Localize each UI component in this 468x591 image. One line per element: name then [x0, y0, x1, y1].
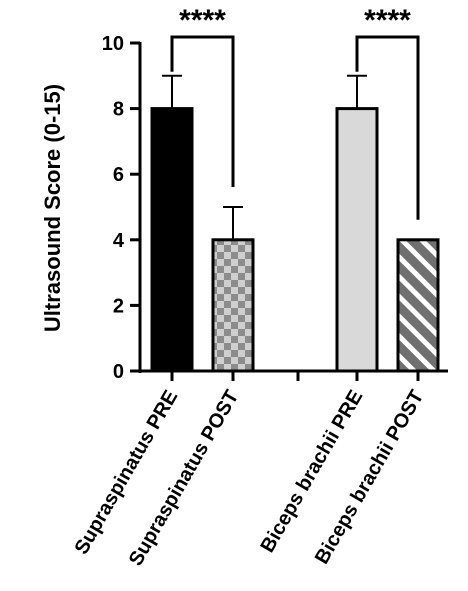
y-tick-label: 6: [113, 164, 124, 186]
y-tick-label: 0: [113, 361, 124, 383]
significance-bracket: [355, 35, 420, 220]
category-label: Supraspinatus PRE: [70, 387, 182, 559]
bar: [396, 238, 440, 373]
significance-label: ****: [364, 4, 411, 37]
y-tick-label: 2: [113, 295, 124, 317]
significance-label: ****: [179, 4, 226, 37]
bar: [335, 107, 379, 373]
y-tick-label: 4: [113, 230, 125, 252]
y-tick-label: 10: [102, 33, 124, 55]
significance-bracket: [170, 35, 235, 187]
category-label: Supraspinatus POST: [125, 387, 244, 570]
bar: [150, 107, 194, 373]
y-axis-title: Ultrasound Score (0-15): [40, 84, 65, 332]
bar: [211, 238, 255, 373]
category-label: Biceps brachii POST: [311, 387, 428, 568]
y-tick-label: 8: [113, 99, 124, 121]
bars: [150, 74, 440, 373]
